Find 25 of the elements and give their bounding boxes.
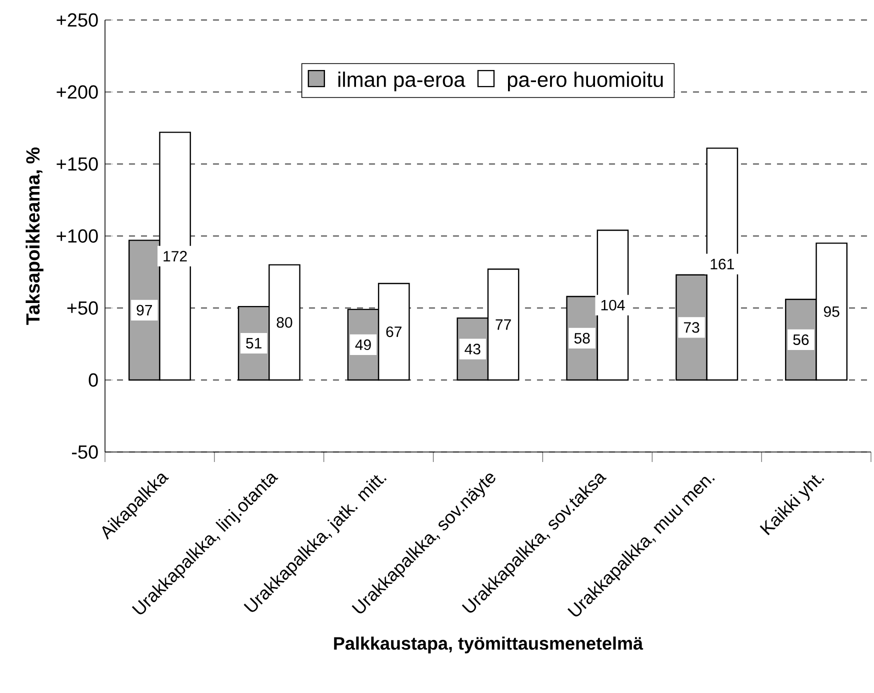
y-tick-label: -50 (72, 445, 98, 459)
y-tick-label: +100 (56, 229, 98, 243)
data-label: 51 (246, 338, 262, 349)
y-tick-label: +250 (56, 13, 98, 27)
data-label: 104 (601, 300, 625, 310)
y-axis-title: Taksapoikkeama, % (26, 147, 44, 325)
data-label: 80 (276, 317, 292, 328)
data-label: 67 (386, 326, 402, 338)
data-label: 73 (684, 322, 700, 333)
data-label: 49 (355, 339, 371, 350)
data-label: 77 (496, 319, 511, 330)
data-label: 58 (574, 332, 590, 344)
y-tick-label: +50 (67, 301, 98, 315)
data-label: 43 (464, 344, 480, 354)
data-label: 97 (136, 304, 152, 316)
legend-label: pa-ero huomioitu (508, 72, 663, 92)
legend-label: ilman pa-eroa (338, 72, 466, 92)
data-label: 56 (793, 334, 809, 346)
y-tick-label: +200 (56, 85, 98, 99)
y-tick-label: 0 (88, 373, 98, 387)
data-label: 161 (710, 258, 734, 270)
data-label: 95 (824, 306, 840, 317)
data-label: 172 (164, 250, 187, 262)
x-axis-title: Palkkaustapa, työmittausmenetelmä (334, 636, 644, 654)
y-tick-label: +150 (56, 157, 98, 171)
